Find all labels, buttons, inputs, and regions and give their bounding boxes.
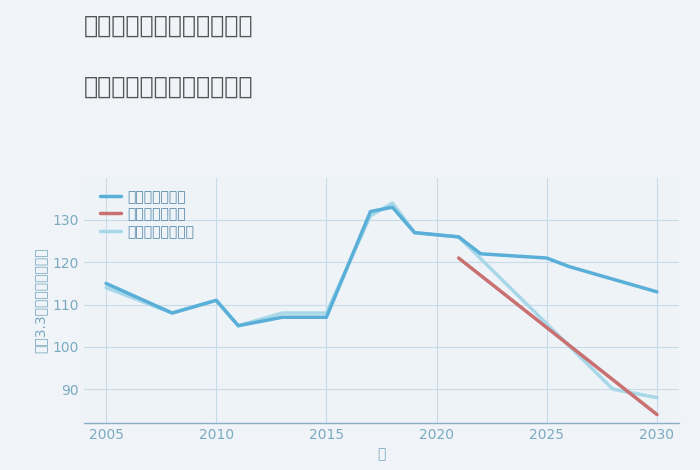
Legend: グッドシナリオ, バッドシナリオ, ノーマルシナリオ: グッドシナリオ, バッドシナリオ, ノーマルシナリオ bbox=[97, 187, 197, 242]
グッドシナリオ bbox=[477, 251, 485, 257]
グッドシナリオ bbox=[234, 323, 242, 329]
グッドシナリオ bbox=[565, 264, 573, 269]
Line: バッドシナリオ: バッドシナリオ bbox=[458, 258, 657, 415]
ノーマルシナリオ bbox=[234, 323, 242, 329]
Line: ノーマルシナリオ: ノーマルシナリオ bbox=[106, 203, 657, 398]
グッドシナリオ bbox=[212, 298, 220, 303]
Text: 中古マンションの価格推移: 中古マンションの価格推移 bbox=[84, 75, 253, 99]
グッドシナリオ bbox=[322, 314, 330, 320]
グッドシナリオ bbox=[278, 314, 286, 320]
ノーマルシナリオ bbox=[454, 234, 463, 240]
バッドシナリオ bbox=[454, 255, 463, 261]
グッドシナリオ bbox=[366, 209, 375, 214]
ノーマルシナリオ bbox=[322, 310, 330, 316]
グッドシナリオ bbox=[542, 255, 551, 261]
ノーマルシナリオ bbox=[609, 386, 617, 392]
Text: 愛知県稲沢市平和町横池の: 愛知県稲沢市平和町横池の bbox=[84, 14, 253, 38]
ノーマルシナリオ bbox=[212, 298, 220, 303]
グッドシナリオ bbox=[410, 230, 419, 235]
バッドシナリオ bbox=[653, 412, 662, 417]
ノーマルシナリオ bbox=[102, 285, 110, 290]
ノーマルシナリオ bbox=[366, 213, 375, 219]
グッドシナリオ bbox=[168, 310, 176, 316]
ノーマルシナリオ bbox=[389, 200, 397, 206]
グッドシナリオ bbox=[102, 281, 110, 286]
ノーマルシナリオ bbox=[278, 310, 286, 316]
グッドシナリオ bbox=[389, 204, 397, 210]
グッドシナリオ bbox=[653, 289, 662, 295]
ノーマルシナリオ bbox=[410, 230, 419, 235]
Y-axis label: 坪（3.3㎡）単価（万円）: 坪（3.3㎡）単価（万円） bbox=[33, 248, 47, 353]
ノーマルシナリオ bbox=[653, 395, 662, 400]
X-axis label: 年: 年 bbox=[377, 447, 386, 462]
ノーマルシナリオ bbox=[168, 310, 176, 316]
グッドシナリオ bbox=[454, 234, 463, 240]
Line: グッドシナリオ: グッドシナリオ bbox=[106, 207, 657, 326]
